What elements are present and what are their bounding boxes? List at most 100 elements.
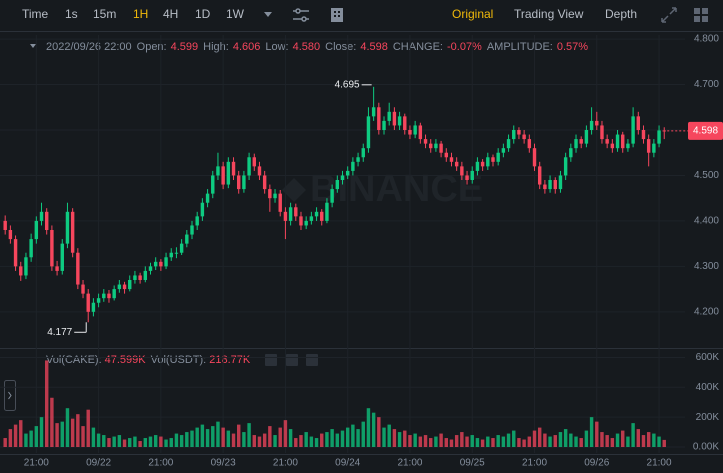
volume-bar <box>309 436 314 447</box>
x-tick-label: 09/23 <box>211 458 236 469</box>
candle-body <box>543 184 547 190</box>
volume-bar <box>423 435 428 447</box>
volume-bar <box>3 438 7 447</box>
candle-body <box>153 261 158 267</box>
x-tick-label: 09/26 <box>584 458 609 469</box>
interval-tab[interactable]: 4H <box>163 7 178 21</box>
layout-icon[interactable] <box>694 8 708 22</box>
candle-body <box>351 161 355 171</box>
volume-bar <box>527 436 532 447</box>
x-tick-label: 21:00 <box>522 458 547 469</box>
volume-bar <box>563 429 568 447</box>
volume-tick-label: 400K <box>696 382 720 393</box>
interval-tab[interactable]: 1W <box>226 7 245 21</box>
candle-body <box>65 211 70 244</box>
candle-body <box>195 216 199 226</box>
fullscreen-icon[interactable] <box>661 7 677 23</box>
interval-tab[interactable]: 1s <box>65 7 78 21</box>
candle-body <box>273 193 277 199</box>
legend-value: 0.57% <box>557 41 588 53</box>
candle-body <box>262 175 267 190</box>
volume-bar <box>574 436 578 447</box>
candle-body <box>236 175 241 190</box>
x-tick-label: 21:00 <box>273 458 298 469</box>
volume-bar <box>543 433 547 447</box>
legend-value: 4.606 <box>233 41 261 53</box>
legend-toggle[interactable] <box>30 44 36 48</box>
view-tab[interactable]: Depth <box>605 7 637 21</box>
volume-bar <box>304 432 308 447</box>
view-tab[interactable]: Original <box>452 7 493 21</box>
volume-bar <box>610 438 615 447</box>
candle-body <box>600 125 604 140</box>
volume-bar <box>600 432 604 447</box>
candle-body <box>563 157 568 176</box>
interval-tab[interactable]: 1D <box>195 7 211 21</box>
volume-bar <box>128 438 132 447</box>
volume-bar <box>382 427 386 447</box>
view-tab[interactable]: Trading View <box>514 7 584 21</box>
candle-body <box>309 216 314 221</box>
indicator-icon[interactable] <box>331 8 343 22</box>
volume-bar <box>579 438 583 447</box>
volume-legend-value: 218.77K <box>209 354 251 366</box>
candle-body <box>159 261 163 267</box>
candle-body <box>506 139 511 149</box>
candle-body <box>579 139 583 144</box>
candle-body <box>589 120 594 130</box>
volume-icons <box>265 354 318 366</box>
candle-body <box>496 152 500 162</box>
volume-bar <box>595 421 599 447</box>
volume-bar <box>268 426 272 447</box>
volume-bar <box>143 438 148 447</box>
volume-bar <box>460 432 464 447</box>
settings-icon[interactable] <box>293 8 309 22</box>
more-intervals[interactable] <box>264 12 272 17</box>
volume-bar <box>294 438 298 447</box>
volume-bar <box>558 432 563 447</box>
volume-bar <box>496 435 500 447</box>
volume-bar <box>164 439 168 447</box>
interval-tab[interactable]: 15m <box>93 7 116 21</box>
candle-body <box>527 139 532 149</box>
candle-body <box>397 116 402 126</box>
candle-body <box>486 157 490 167</box>
candle-body <box>299 216 303 226</box>
candle-body <box>532 148 537 167</box>
volume-bar <box>76 414 80 447</box>
candle-body <box>24 257 28 276</box>
candle-body <box>335 180 340 190</box>
volume-bar <box>501 436 506 447</box>
candle-body <box>517 130 521 135</box>
volume-bar <box>325 432 329 447</box>
candle-body <box>122 284 127 290</box>
candle-body <box>39 211 44 221</box>
volume-bar <box>475 438 480 447</box>
volume-bar <box>117 435 122 447</box>
volume-bar <box>185 432 189 447</box>
interval-tab[interactable]: 1H <box>133 7 148 21</box>
candle-body <box>96 298 101 303</box>
interval-tab[interactable]: Time <box>22 7 49 21</box>
volume-legend-label: Vol(CAKE): <box>46 354 102 366</box>
volume-bar <box>553 435 557 447</box>
x-tick-label: 21:00 <box>148 458 173 469</box>
candle-body <box>29 239 33 258</box>
candle-body <box>148 266 153 271</box>
volume-tick-label: 600K <box>696 352 720 363</box>
volume-bar <box>335 433 340 447</box>
sidebar-tab[interactable] <box>4 380 16 411</box>
volume-bar <box>413 433 417 447</box>
candle-body <box>460 166 464 176</box>
candle-body <box>605 139 609 144</box>
legend-label: High: <box>203 41 229 53</box>
volume-bar <box>429 438 433 447</box>
candle-body <box>569 148 573 158</box>
candle-body <box>60 243 64 271</box>
volume-bar <box>345 427 350 447</box>
ohlc-legend: 2022/09/26 22:00 Open: 4.599 High: 4.606 Low:… <box>46 41 588 53</box>
candle-body <box>81 284 85 294</box>
volume-bar <box>19 420 23 447</box>
volume-bar <box>589 417 594 447</box>
